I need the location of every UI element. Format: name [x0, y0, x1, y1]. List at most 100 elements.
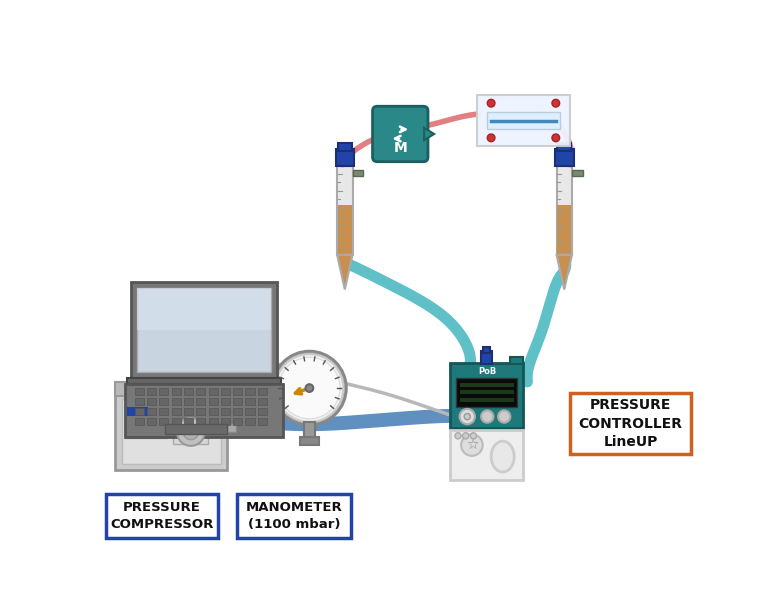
Bar [184, 398, 193, 405]
Bar [209, 418, 218, 425]
Polygon shape [338, 255, 352, 288]
Bar [459, 391, 514, 394]
Circle shape [306, 384, 314, 392]
Circle shape [459, 409, 475, 424]
Bar [338, 143, 352, 151]
Circle shape [273, 351, 347, 425]
Circle shape [278, 357, 340, 419]
Circle shape [552, 99, 560, 107]
Bar [135, 398, 143, 405]
Bar [258, 398, 267, 405]
Bar [196, 398, 205, 405]
Circle shape [552, 134, 560, 142]
Bar [221, 418, 230, 425]
Text: PRESSURE
COMPRESSOR: PRESSURE COMPRESSOR [111, 501, 213, 531]
Bar [487, 112, 561, 129]
Bar [147, 388, 156, 395]
Bar [258, 388, 267, 395]
Bar [184, 418, 193, 425]
Bar [353, 170, 363, 176]
Bar [300, 437, 318, 445]
Bar [147, 408, 156, 415]
Bar [131, 282, 277, 378]
Bar [572, 170, 583, 176]
Ellipse shape [491, 441, 514, 472]
Bar [209, 408, 218, 415]
Bar [221, 388, 230, 395]
Text: MANOMETER
(1100 mbar): MANOMETER (1100 mbar) [245, 501, 343, 531]
Bar [221, 398, 230, 405]
Circle shape [488, 134, 495, 142]
Bar [337, 166, 353, 255]
Bar [233, 388, 242, 395]
Bar [135, 418, 143, 425]
Bar [172, 418, 181, 425]
Circle shape [498, 410, 510, 423]
Bar [477, 95, 570, 145]
Circle shape [275, 354, 343, 422]
Bar [184, 388, 193, 395]
Bar [115, 382, 227, 471]
Bar [127, 407, 148, 416]
Circle shape [177, 418, 205, 446]
Bar [245, 408, 255, 415]
Bar [557, 205, 572, 255]
Circle shape [464, 413, 470, 419]
Bar [336, 149, 354, 166]
Bar [237, 493, 351, 538]
Bar [147, 398, 156, 405]
Bar [125, 403, 167, 438]
Polygon shape [424, 128, 434, 140]
Bar [209, 388, 218, 395]
Bar [122, 399, 221, 464]
Bar [510, 357, 524, 364]
Bar [137, 288, 271, 372]
Bar [221, 408, 230, 415]
Bar [227, 424, 236, 432]
Bar [450, 363, 524, 428]
Bar [172, 408, 181, 415]
Bar [172, 398, 181, 405]
Bar [233, 408, 242, 415]
Polygon shape [557, 255, 572, 288]
Bar [135, 388, 143, 395]
Bar [137, 288, 271, 330]
Circle shape [470, 432, 477, 439]
Circle shape [455, 432, 461, 439]
Bar [456, 378, 517, 407]
Bar [258, 408, 267, 415]
FancyBboxPatch shape [372, 106, 428, 161]
Text: PoB: PoB [477, 367, 496, 376]
Bar [304, 422, 315, 439]
Bar [557, 143, 572, 151]
Circle shape [488, 99, 495, 107]
Bar [196, 388, 205, 395]
Bar [173, 405, 208, 444]
Bar [159, 418, 169, 425]
Circle shape [461, 434, 483, 456]
Bar [245, 398, 255, 405]
Bar [233, 418, 242, 425]
Bar [557, 166, 572, 255]
Circle shape [183, 424, 198, 440]
Bar [127, 378, 281, 384]
Bar [481, 351, 492, 364]
Bar [115, 382, 227, 396]
Bar [570, 394, 691, 453]
Bar [209, 398, 218, 405]
Bar [459, 398, 514, 402]
Bar [555, 149, 574, 166]
Circle shape [481, 410, 493, 423]
Bar [196, 408, 205, 415]
Bar [184, 408, 193, 415]
Text: M: M [394, 141, 407, 155]
Bar [159, 388, 169, 395]
Bar [172, 388, 181, 395]
Bar [159, 398, 169, 405]
Bar [196, 418, 205, 425]
Circle shape [463, 432, 469, 439]
Text: ☆: ☆ [466, 438, 478, 452]
Bar [459, 383, 514, 387]
Bar [484, 347, 489, 352]
Bar [450, 430, 524, 480]
